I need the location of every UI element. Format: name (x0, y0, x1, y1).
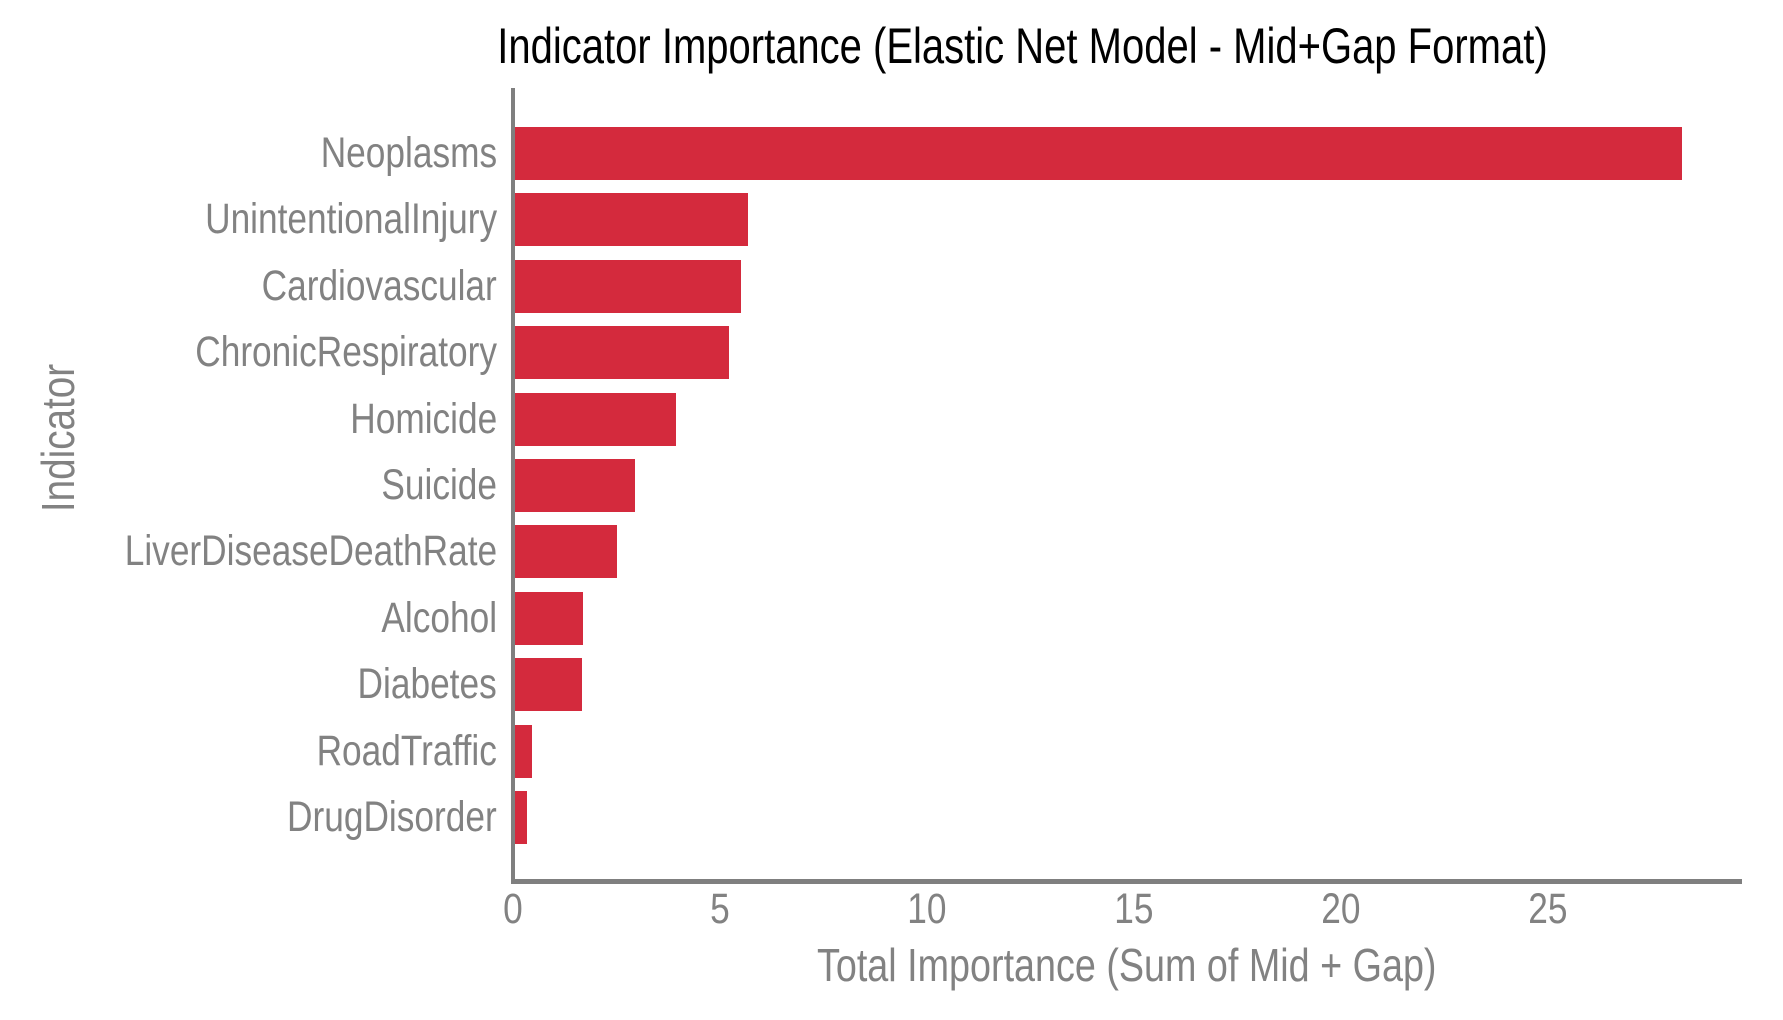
x-tick-label-10: 10 (847, 888, 1007, 931)
x-tick-label-text: 20 (1320, 885, 1361, 933)
y-tick-label-homicide: Homicide (0, 393, 497, 446)
y-tick-label-text: Cardiovascular (261, 261, 497, 310)
x-tick-label-text: 25 (1527, 885, 1568, 933)
chart-title: Indicator Importance (Elastic Net Model … (222, 16, 1783, 76)
y-tick-label-text: Homicide (350, 394, 497, 443)
y-tick-label-suicide: Suicide (0, 459, 497, 512)
bar-liverdiseasedeathrate (515, 525, 618, 579)
y-axis-line (511, 88, 515, 884)
bar-diabetes (515, 658, 583, 712)
chart-title-text: Indicator Importance (Elastic Net Model … (496, 18, 1548, 74)
y-tick-label-alcohol: Alcohol (0, 592, 497, 645)
y-tick-label-text: ChronicRespiratory (195, 328, 497, 377)
bar-unintentionalinjury (515, 193, 748, 247)
x-tick-label-text: 0 (503, 885, 523, 933)
y-tick-label-drugdisorder: DrugDisorder (0, 791, 497, 844)
x-tick-label-20: 20 (1261, 888, 1421, 931)
x-tick-label-5: 5 (640, 888, 800, 931)
bar-suicide (515, 458, 636, 512)
bar-drugdisorder (515, 790, 528, 844)
bar-chronicrespiratory (515, 326, 729, 380)
y-tick-label-roadtraffic: RoadTraffic (0, 725, 497, 778)
y-tick-label-text: UnintentionalInjury (204, 195, 497, 244)
y-tick-label-text: LiverDiseaseDeathRate (124, 527, 497, 576)
y-tick-label-text: DrugDisorder (287, 792, 497, 841)
bar-neoplasms (515, 126, 1683, 180)
y-tick-label-diabetes: Diabetes (0, 658, 497, 711)
y-tick-label-text: RoadTraffic (316, 726, 497, 775)
y-tick-label-text: Diabetes (357, 660, 497, 709)
x-tick-label-text: 10 (907, 885, 947, 933)
y-tick-label-chronicrespiratory: ChronicRespiratory (0, 326, 497, 379)
y-tick-label-unintentionalinjury: UnintentionalInjury (0, 193, 497, 246)
y-tick-label-text: Neoplasms (320, 128, 497, 177)
y-tick-label-liverdiseasedeathrate: LiverDiseaseDeathRate (0, 525, 497, 578)
bar-roadtraffic (515, 724, 533, 778)
x-tick-label-text: 15 (1114, 885, 1154, 933)
x-tick-label-text: 5 (710, 885, 730, 933)
bar-cardiovascular (515, 259, 742, 313)
y-tick-label-cardiovascular: Cardiovascular (0, 260, 497, 313)
y-tick-label-neoplasms: Neoplasms (0, 127, 497, 180)
x-tick-label-0: 0 (433, 888, 593, 931)
y-tick-label-text: Alcohol (381, 593, 497, 642)
x-axis-line (511, 879, 1742, 884)
y-tick-label-text: Suicide (381, 460, 497, 509)
x-tick-label-15: 15 (1054, 888, 1214, 931)
bar-homicide (515, 392, 676, 446)
x-axis-title-text: Total Importance (Sum of Mid + Gap) (817, 939, 1437, 991)
x-axis-title: Total Importance (Sum of Mid + Gap) (427, 938, 1783, 993)
bar-alcohol (515, 591, 583, 645)
x-tick-label-25: 25 (1468, 888, 1628, 931)
